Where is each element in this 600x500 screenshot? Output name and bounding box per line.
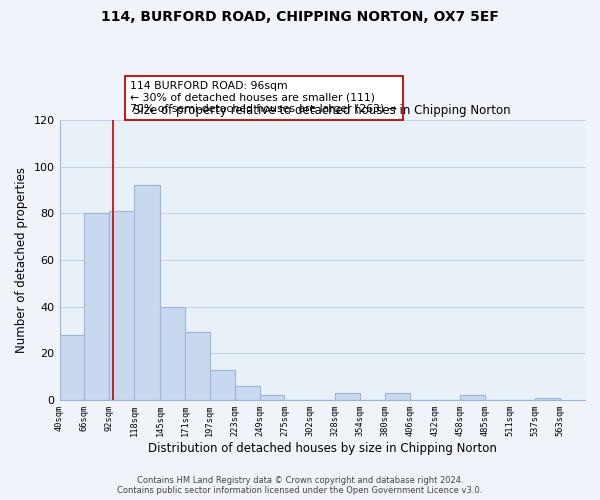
X-axis label: Distribution of detached houses by size in Chipping Norton: Distribution of detached houses by size … <box>148 442 497 455</box>
Bar <box>160 306 185 400</box>
Bar <box>109 211 134 400</box>
Bar <box>235 386 260 400</box>
Bar <box>185 332 210 400</box>
Bar <box>59 334 85 400</box>
Bar <box>460 396 485 400</box>
Bar <box>210 370 235 400</box>
Bar <box>535 398 560 400</box>
Y-axis label: Number of detached properties: Number of detached properties <box>15 167 28 353</box>
Bar <box>335 393 360 400</box>
Text: 114, BURFORD ROAD, CHIPPING NORTON, OX7 5EF: 114, BURFORD ROAD, CHIPPING NORTON, OX7 … <box>101 10 499 24</box>
Bar <box>385 393 410 400</box>
Bar <box>85 214 109 400</box>
Text: Contains HM Land Registry data © Crown copyright and database right 2024.
Contai: Contains HM Land Registry data © Crown c… <box>118 476 482 495</box>
Bar <box>260 396 284 400</box>
Title: Size of property relative to detached houses in Chipping Norton: Size of property relative to detached ho… <box>133 104 511 118</box>
Bar <box>134 186 160 400</box>
Text: 114 BURFORD ROAD: 96sqm
← 30% of detached houses are smaller (111)
70% of semi-d: 114 BURFORD ROAD: 96sqm ← 30% of detache… <box>130 81 397 114</box>
